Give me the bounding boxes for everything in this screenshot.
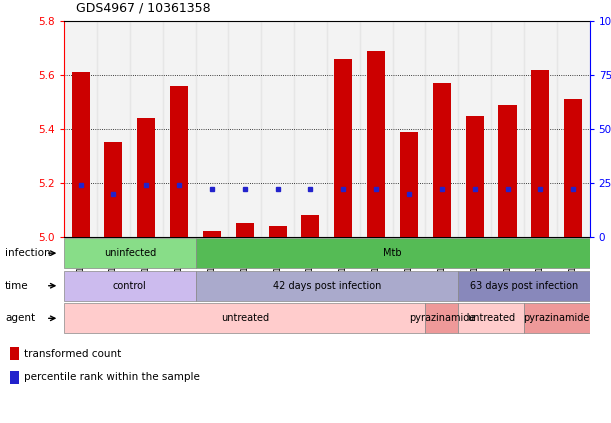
- Bar: [327, 21, 360, 237]
- Text: percentile rank within the sample: percentile rank within the sample: [24, 372, 200, 382]
- Bar: [557, 21, 590, 237]
- Bar: [532, 70, 549, 237]
- Bar: [433, 83, 451, 237]
- Text: control: control: [113, 281, 147, 291]
- Bar: [97, 21, 130, 237]
- Bar: [262, 21, 294, 237]
- Bar: [360, 21, 393, 237]
- Bar: [458, 271, 590, 301]
- Bar: [196, 238, 590, 268]
- Text: infection: infection: [5, 248, 51, 258]
- Text: GDS4967 / 10361358: GDS4967 / 10361358: [76, 2, 211, 15]
- Bar: [71, 72, 90, 237]
- Bar: [229, 21, 262, 237]
- Bar: [137, 118, 155, 237]
- Bar: [170, 86, 188, 237]
- Bar: [334, 59, 353, 237]
- Bar: [196, 21, 229, 237]
- Bar: [564, 99, 582, 237]
- Bar: [64, 271, 196, 301]
- Bar: [393, 21, 425, 237]
- Bar: [196, 271, 458, 301]
- Text: time: time: [5, 281, 29, 291]
- Bar: [10, 371, 19, 384]
- Bar: [236, 223, 254, 237]
- Text: transformed count: transformed count: [24, 349, 122, 359]
- Text: pyrazinamide: pyrazinamide: [409, 313, 475, 323]
- Bar: [425, 21, 458, 237]
- Text: 42 days post infection: 42 days post infection: [273, 281, 381, 291]
- Bar: [203, 231, 221, 237]
- Bar: [400, 132, 418, 237]
- Bar: [301, 215, 320, 237]
- Bar: [458, 21, 491, 237]
- Bar: [499, 105, 516, 237]
- Bar: [64, 303, 425, 333]
- Bar: [130, 21, 163, 237]
- Bar: [10, 347, 19, 360]
- Text: agent: agent: [5, 313, 35, 323]
- Bar: [64, 21, 97, 237]
- Text: pyrazinamide: pyrazinamide: [524, 313, 590, 323]
- Bar: [64, 238, 196, 268]
- Text: Mtb: Mtb: [383, 248, 402, 258]
- Bar: [104, 143, 122, 237]
- Bar: [466, 115, 484, 237]
- Text: uninfected: uninfected: [104, 248, 156, 258]
- Bar: [425, 303, 458, 333]
- Bar: [491, 21, 524, 237]
- Text: untreated: untreated: [221, 313, 269, 323]
- Bar: [294, 21, 327, 237]
- Text: 63 days post infection: 63 days post infection: [470, 281, 578, 291]
- Text: untreated: untreated: [467, 313, 515, 323]
- Bar: [367, 51, 385, 237]
- Bar: [163, 21, 196, 237]
- Bar: [269, 226, 287, 237]
- Bar: [458, 303, 524, 333]
- Bar: [524, 21, 557, 237]
- Bar: [524, 303, 590, 333]
